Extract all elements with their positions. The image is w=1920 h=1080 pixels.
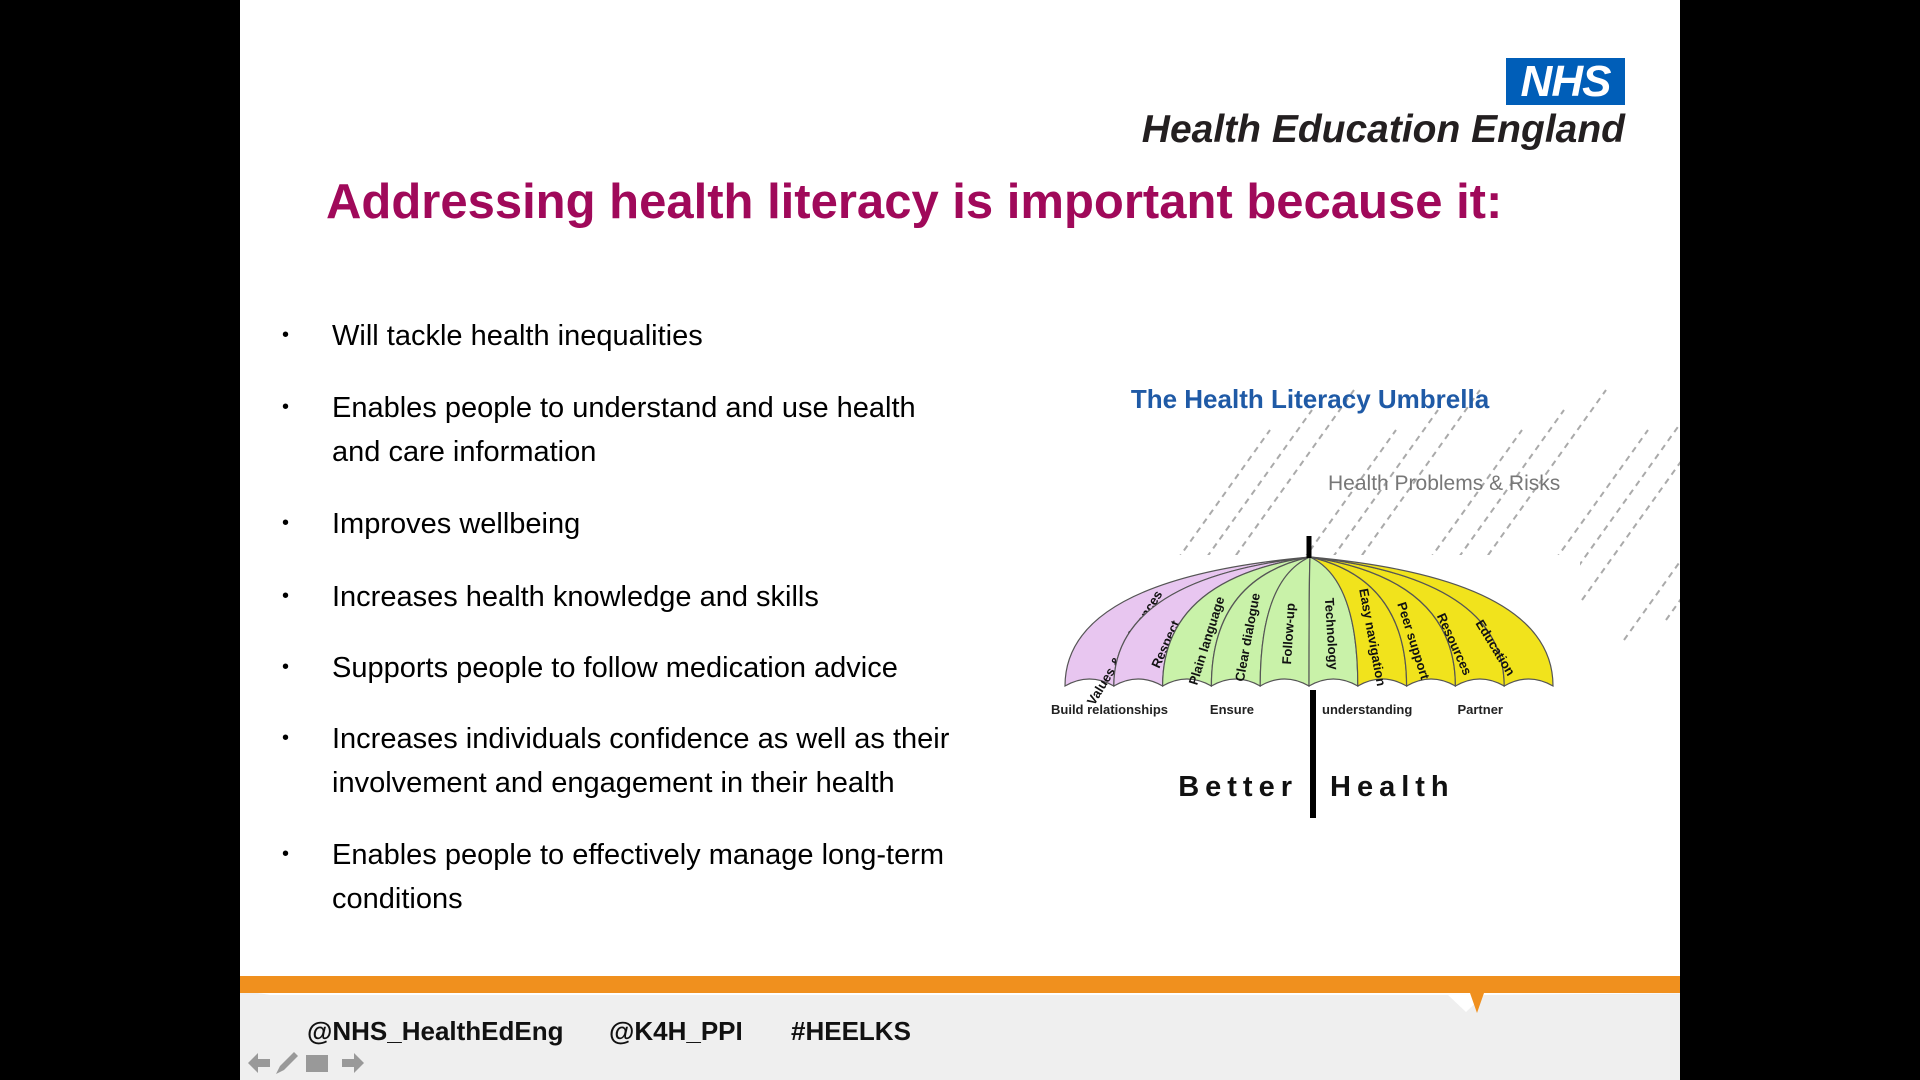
bullet-text: involvement and engagement in their heal… xyxy=(332,767,895,799)
bullet-text: conditions xyxy=(332,883,463,915)
rain-line xyxy=(1581,461,1680,601)
bullet-dot: • xyxy=(282,843,290,865)
bullet-dot: • xyxy=(282,585,290,607)
bottom-label: Ensure xyxy=(1210,702,1254,717)
footer-bg xyxy=(240,990,1680,1080)
orange-notch xyxy=(1470,993,1484,1013)
bullet-text: Improves wellbeing xyxy=(332,508,581,540)
bullet-text: and care information xyxy=(332,436,597,468)
bullet-dot: • xyxy=(282,727,290,749)
bullet-dot: • xyxy=(282,656,290,678)
nav-pen xyxy=(276,1052,298,1074)
bottom-label: Partner xyxy=(1457,702,1503,717)
base-right: Health xyxy=(1330,771,1455,803)
org-name: Health Education England xyxy=(1141,108,1625,151)
orange-band xyxy=(240,976,1680,993)
bullet-text: Increases health knowledge and skills xyxy=(332,581,819,613)
bullet-text: Enables people to understand and use hea… xyxy=(332,392,916,424)
bottom-label: understanding xyxy=(1322,702,1412,717)
nav-prev xyxy=(248,1053,270,1073)
canopy-segment xyxy=(1309,556,1554,688)
nav-next xyxy=(342,1053,364,1073)
umbrella-title: The Health Literacy Umbrella xyxy=(1131,384,1490,414)
base-left: Better xyxy=(1178,771,1298,803)
bullet-dot: • xyxy=(282,324,290,346)
bullet-dot: • xyxy=(282,396,290,418)
nav-menu xyxy=(306,1055,328,1072)
slide-title: Addressing health literacy is important … xyxy=(326,175,1503,229)
bottom-label: Build relationships xyxy=(1051,702,1168,717)
bullet-dot: • xyxy=(282,512,290,534)
segment-label: Follow-up xyxy=(1279,603,1298,665)
umbrella-caption: Health Problems & Risks xyxy=(1328,472,1560,495)
slide: NHS Health Education England Addressing … xyxy=(240,0,1680,1080)
umbrella-diagram: The Health Literacy Umbrella Health Probl… xyxy=(240,384,1680,1080)
rain-line xyxy=(1623,559,1680,641)
segment-label: Technology xyxy=(1322,597,1341,671)
bullet-text: Increases individuals confidence as well… xyxy=(332,723,950,755)
rain-line xyxy=(1665,598,1680,621)
footer-handle: @NHS_HealthEdEng xyxy=(307,1016,564,1046)
bullet-text: Enables people to effectively manage lon… xyxy=(332,839,945,871)
footer-handle: @K4H_PPI xyxy=(609,1016,743,1046)
bullet-text: Will tackle health inequalities xyxy=(332,320,703,352)
nhs-logo: NHS xyxy=(1506,58,1625,105)
bullet-text: Supports people to follow medication adv… xyxy=(332,652,898,684)
footer-handle: #HEELKS xyxy=(791,1016,911,1046)
